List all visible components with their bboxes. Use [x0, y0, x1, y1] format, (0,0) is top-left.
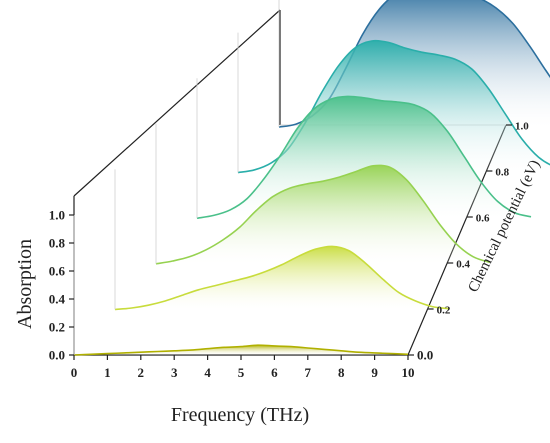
- series-fill-1: [115, 246, 449, 310]
- series-fill-3: [197, 96, 531, 219]
- x-tick-label: 1: [104, 365, 111, 380]
- y-tick-label: 0.4: [49, 292, 66, 307]
- x-tick-label: 10: [402, 365, 415, 380]
- z-tick-label: 1.0: [515, 121, 529, 133]
- z-tick-label: 0.2: [437, 305, 451, 317]
- z-tick-label: 0.8: [495, 167, 509, 179]
- series-line-2: [155, 164, 491, 265]
- z-tick-label: 0.0: [417, 348, 433, 363]
- x-tick-label: 9: [371, 365, 378, 380]
- x-axis: 0 1 2 3 4 5 6 7 8 9 10: [71, 355, 415, 380]
- back-top-diagonal-line: [73, 9, 281, 197]
- y-tick-label: 1.0: [49, 208, 65, 223]
- x-tick-label: 2: [138, 365, 145, 380]
- y-tick-label: 0.2: [49, 320, 65, 335]
- x-tick-label: 4: [204, 365, 211, 380]
- x-tick-label: 5: [238, 365, 245, 380]
- series-layer: [73, 0, 550, 356]
- y-axis: 0.0 0.2 0.4 0.6 0.8 1.0: [49, 208, 74, 363]
- y-tick-label: 0.0: [49, 348, 65, 363]
- z-tick-label: 0.4: [456, 259, 470, 271]
- series-fill-2: [156, 165, 490, 264]
- x-tick-label: 6: [271, 365, 278, 380]
- x-tick-label: 7: [305, 365, 312, 380]
- series-fill-0: [74, 345, 408, 355]
- x-tick-label: 0: [71, 365, 78, 380]
- x-tick-label: 3: [171, 365, 178, 380]
- y-tick-label: 0.8: [49, 236, 66, 251]
- y-tick-label: 0.6: [49, 264, 66, 279]
- series-line-3: [196, 95, 532, 219]
- y-axis-title: Absorption: [14, 239, 36, 329]
- x-tick-label: 8: [338, 365, 345, 380]
- z-tick-label: 0.6: [476, 213, 490, 225]
- series-line-1: [114, 245, 450, 311]
- series-line-0: [73, 344, 409, 356]
- z-axis: 0.0 0.2 0.4 0.6 0.8 1.0: [408, 121, 529, 363]
- x-axis-title: Frequency (THz): [171, 404, 309, 426]
